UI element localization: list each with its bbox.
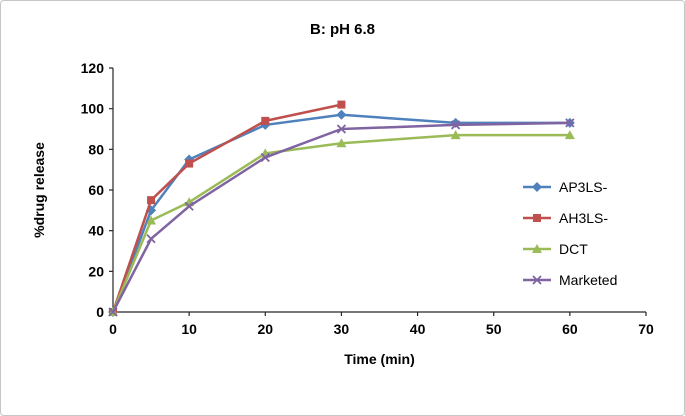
- x-tick-label: 70: [638, 321, 654, 337]
- x-marker-icon: [336, 124, 347, 134]
- square-marker-icon: [533, 214, 541, 222]
- x-marker-icon: [260, 152, 270, 163]
- x-marker-icon: [532, 275, 542, 285]
- x-tick-label: 0: [109, 321, 117, 337]
- diamond-marker-icon: [450, 117, 461, 128]
- y-tick-label: 40: [88, 223, 104, 239]
- x-marker-icon: [146, 234, 156, 244]
- legend-item-AH3LS-: AH3LS-: [523, 210, 608, 226]
- triangle-marker-icon: [336, 138, 347, 148]
- triangle-marker-icon: [450, 130, 461, 140]
- series-DCT: [108, 130, 575, 316]
- legend: AP3LS- AH3LS- DCT Marketed: [523, 179, 617, 288]
- y-tick-label: 20: [88, 263, 104, 279]
- x-tick-label: 40: [410, 321, 426, 337]
- triangle-marker-icon: [532, 244, 542, 253]
- x-marker-icon: [565, 118, 575, 128]
- x-tick-label: 50: [486, 321, 502, 337]
- triangle-marker-icon: [564, 130, 575, 140]
- series-line: [111, 103, 343, 314]
- y-tick-label: 80: [88, 141, 104, 157]
- square-marker-icon: [337, 100, 346, 109]
- x-marker-icon: [108, 307, 118, 317]
- legend-item-DCT: DCT: [523, 241, 588, 257]
- diamond-marker-icon: [336, 109, 347, 120]
- series-line: [111, 133, 572, 314]
- series-line: [111, 121, 572, 314]
- x-tick-label: 10: [181, 321, 197, 337]
- series-Marketed: [108, 118, 575, 317]
- y-tick-label: 60: [88, 182, 104, 198]
- x-tick-label: 20: [257, 321, 273, 337]
- legend-item-AP3LS-: AP3LS-: [523, 179, 608, 195]
- diamond-marker-icon: [532, 182, 542, 192]
- x-marker-icon: [451, 120, 461, 130]
- legend-label: AP3LS-: [559, 179, 608, 195]
- legend-label: AH3LS-: [559, 210, 608, 226]
- y-tick-label: 100: [81, 101, 105, 117]
- legend-item-Marketed: Marketed: [523, 272, 617, 288]
- y-tick-label: 120: [81, 60, 105, 76]
- chart-title: B: pH 6.8: [309, 21, 375, 38]
- legend-label: Marketed: [559, 272, 617, 288]
- square-marker-icon: [185, 159, 194, 168]
- triangle-marker-icon: [146, 215, 157, 225]
- x-axis-title: Time (min): [344, 351, 415, 367]
- x-tick-label: 30: [334, 321, 350, 337]
- square-marker-icon: [261, 116, 270, 125]
- x-tick-label: 60: [562, 321, 578, 337]
- x-marker-icon: [184, 201, 194, 211]
- legend-label: DCT: [559, 241, 588, 257]
- y-tick-label: 0: [96, 304, 104, 320]
- square-marker-icon: [147, 196, 156, 205]
- series-AH3LS-: [109, 100, 346, 316]
